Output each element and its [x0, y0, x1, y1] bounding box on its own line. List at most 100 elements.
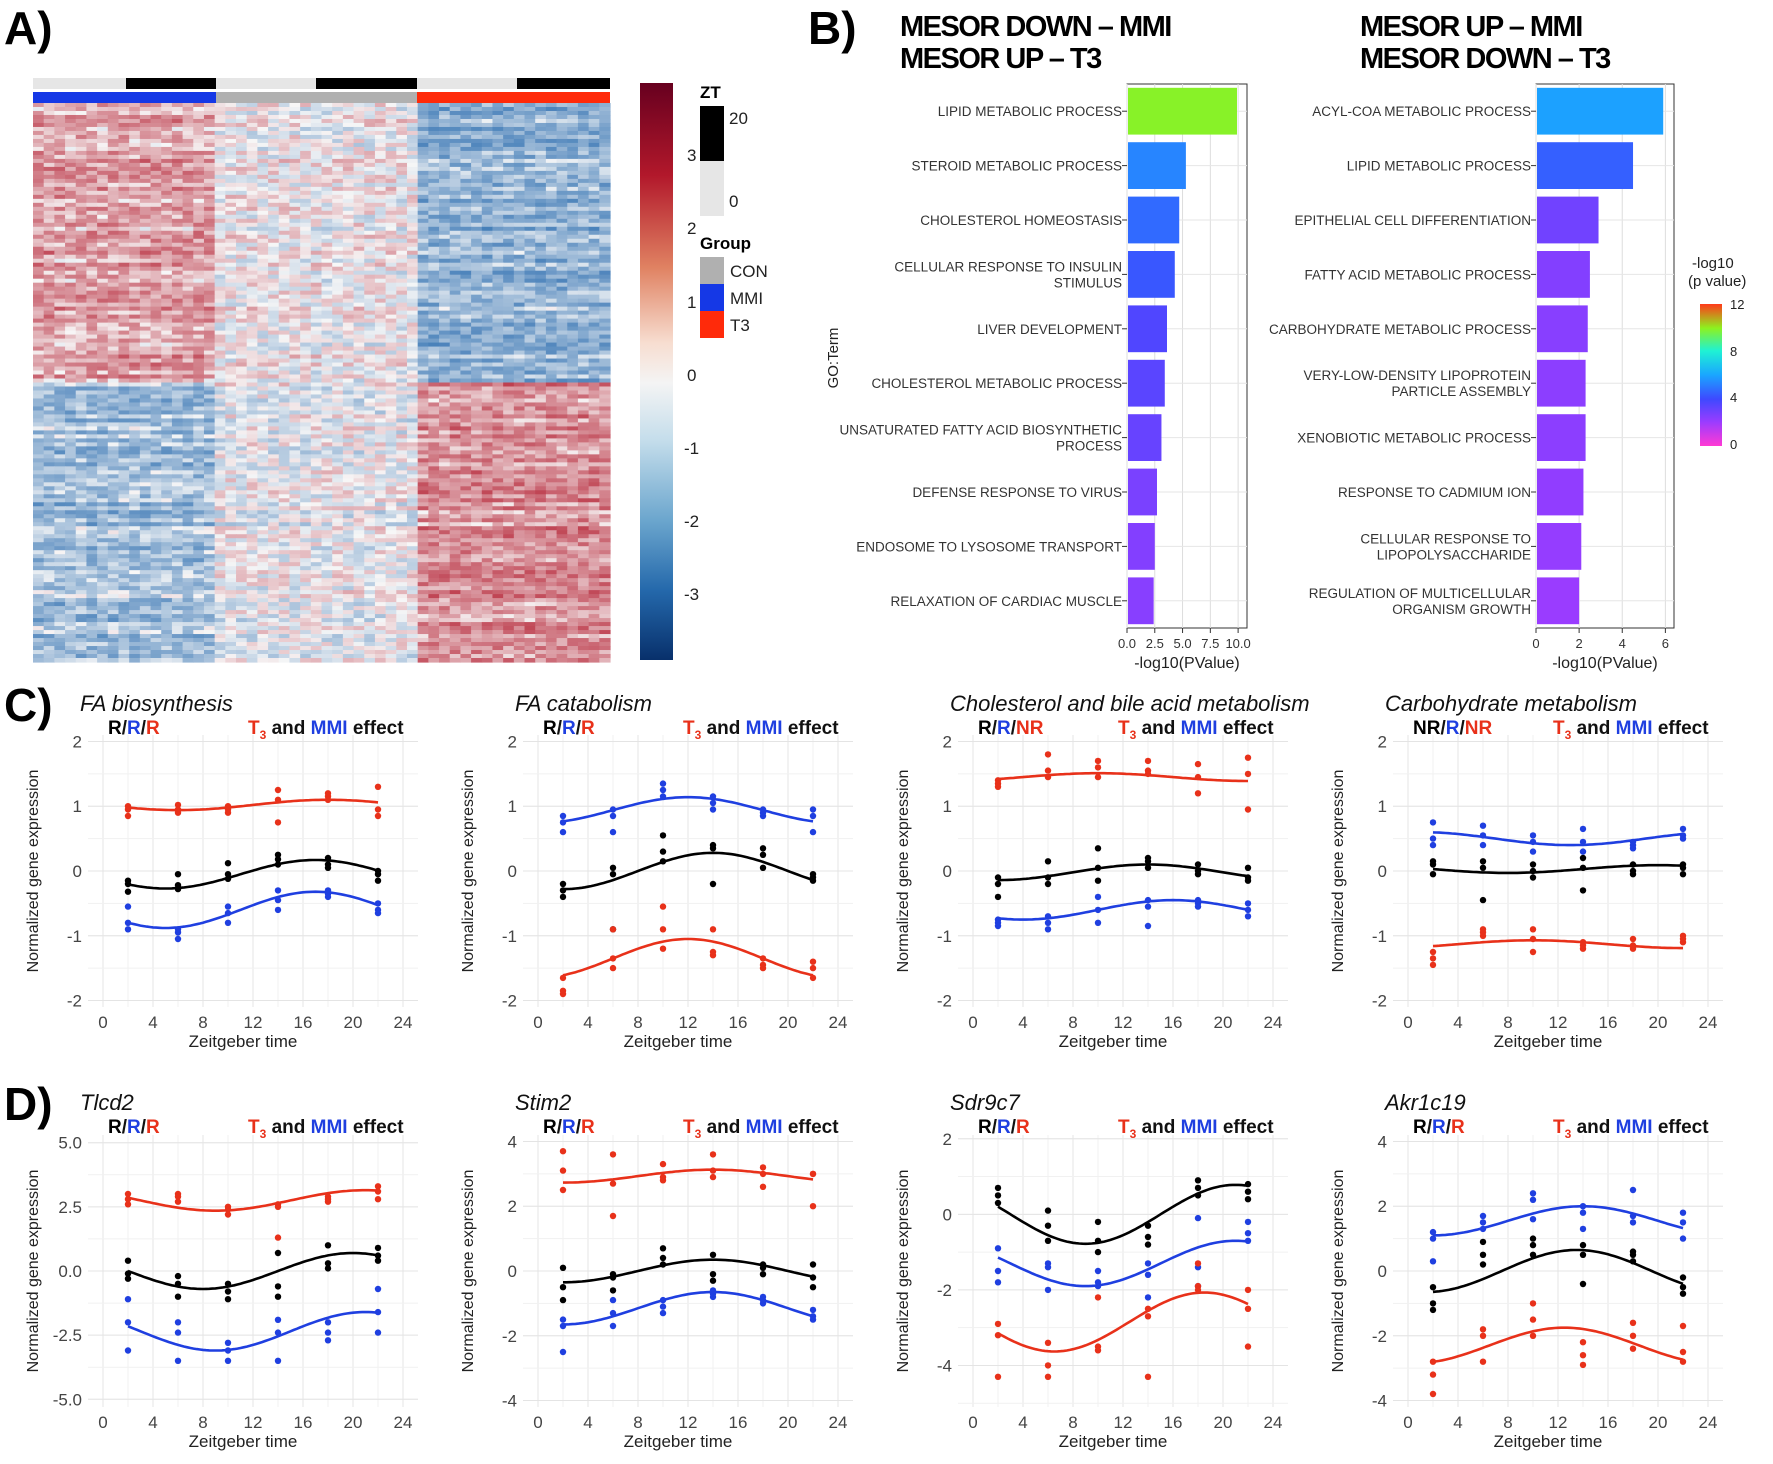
heatmap-cell	[182, 362, 194, 368]
heatmap-cell	[54, 238, 66, 244]
heatmap-cell	[278, 446, 291, 451]
heatmap-cell	[471, 370, 483, 376]
heatmap-cell	[225, 266, 237, 272]
heatmap-cell	[545, 242, 558, 248]
heatmap-cell	[257, 174, 269, 180]
heatmap-cell	[492, 242, 504, 248]
heatmap-cell	[545, 278, 558, 284]
heatmap-cell	[567, 294, 579, 300]
heatmap-cell	[364, 326, 376, 332]
heatmap-cell	[300, 442, 312, 447]
heatmap-cell	[439, 230, 451, 236]
heatmap-cell	[342, 250, 355, 256]
heatmap-cell	[492, 366, 504, 372]
heatmap-cell	[278, 318, 291, 324]
heatmap-cell	[236, 234, 248, 240]
heatmap-cell	[118, 454, 130, 459]
heatmap-cell	[471, 394, 483, 400]
heatmap-cell	[225, 350, 237, 356]
heatmap-cell	[417, 162, 429, 168]
heatmap-cell	[439, 338, 451, 344]
heatmap-cell	[246, 274, 258, 280]
heatmap-cell	[342, 214, 355, 220]
heatmap-cell	[161, 426, 173, 432]
heatmap-cell	[139, 142, 152, 148]
heatmap-cell	[43, 278, 55, 284]
heatmap-cell	[65, 458, 77, 463]
heatmap-cell	[599, 286, 611, 292]
heatmap-cell	[471, 342, 483, 348]
heatmap-cell	[65, 362, 77, 368]
heatmap-cell	[567, 422, 579, 428]
heatmap-cell	[577, 222, 590, 228]
heatmap-cell	[556, 214, 568, 220]
heatmap-cell	[588, 130, 600, 136]
heatmap-cell	[481, 454, 494, 459]
heatmap-cell	[43, 178, 55, 184]
heatmap-cell	[524, 402, 536, 408]
heatmap-cell	[588, 334, 600, 340]
heatmap-cell	[107, 110, 120, 116]
heatmap-cell	[182, 354, 194, 360]
heatmap-cell	[385, 238, 397, 244]
heatmap-cell	[257, 126, 269, 132]
heatmap-cell	[492, 126, 504, 132]
heatmap-cell	[43, 394, 55, 400]
heatmap-cell	[139, 150, 152, 156]
heatmap-cell	[599, 174, 611, 180]
heatmap-cell	[310, 330, 323, 336]
heatmap-cell	[182, 382, 194, 388]
heatmap-cell	[278, 346, 291, 352]
heatmap-cell	[225, 310, 237, 316]
heatmap-cell	[396, 338, 408, 344]
heatmap-cell	[545, 362, 558, 368]
heatmap-cell	[203, 282, 216, 288]
heatmap-cell	[214, 286, 226, 292]
heatmap-cell	[278, 246, 291, 252]
heatmap-cell	[257, 270, 269, 276]
heatmap-cell	[492, 426, 504, 432]
heatmap-cell	[588, 442, 600, 447]
heatmap-cell	[97, 278, 109, 284]
heatmap-cell	[417, 450, 429, 455]
heatmap-cell	[236, 106, 248, 112]
heatmap-cell	[107, 298, 120, 304]
heatmap-cell	[374, 382, 387, 388]
heatmap-cell	[428, 434, 440, 439]
heatmap-cell	[193, 194, 205, 200]
heatmap-cell	[75, 142, 88, 148]
heatmap-cell	[203, 182, 216, 188]
heatmap-cell	[129, 103, 141, 108]
heatmap-cell	[577, 158, 590, 164]
heatmap-cell	[171, 338, 184, 344]
heatmap-cell	[225, 290, 237, 296]
heatmap-cell	[396, 150, 408, 156]
heatmap-cell	[332, 234, 344, 240]
heatmap-cell	[43, 366, 55, 372]
heatmap-cell	[471, 338, 483, 344]
heatmap-cell	[43, 174, 55, 180]
heatmap-cell	[599, 362, 611, 368]
heatmap-cell	[54, 430, 66, 435]
heatmap-cell	[268, 350, 280, 356]
heatmap-cell	[353, 122, 365, 128]
heatmap-cell	[171, 442, 184, 447]
heatmap-cell	[342, 354, 355, 360]
heatmap-cell	[513, 198, 526, 204]
heatmap-cell	[503, 146, 515, 152]
heatmap-cell	[214, 110, 226, 116]
heatmap-cell	[535, 290, 547, 296]
heatmap-cell	[364, 270, 376, 276]
heatmap-cell	[54, 190, 66, 196]
heatmap-cell	[374, 190, 387, 196]
heatmap-cell	[65, 366, 77, 372]
heatmap-cell	[278, 454, 291, 459]
heatmap-cell	[129, 262, 141, 268]
heatmap-cell	[65, 230, 77, 236]
heatmap-cell	[417, 158, 429, 164]
heatmap-cell	[97, 178, 109, 184]
heatmap-cell	[86, 106, 98, 112]
heatmap-cell	[524, 414, 536, 420]
heatmap-cell	[577, 178, 590, 184]
heatmap-cell	[556, 258, 568, 264]
